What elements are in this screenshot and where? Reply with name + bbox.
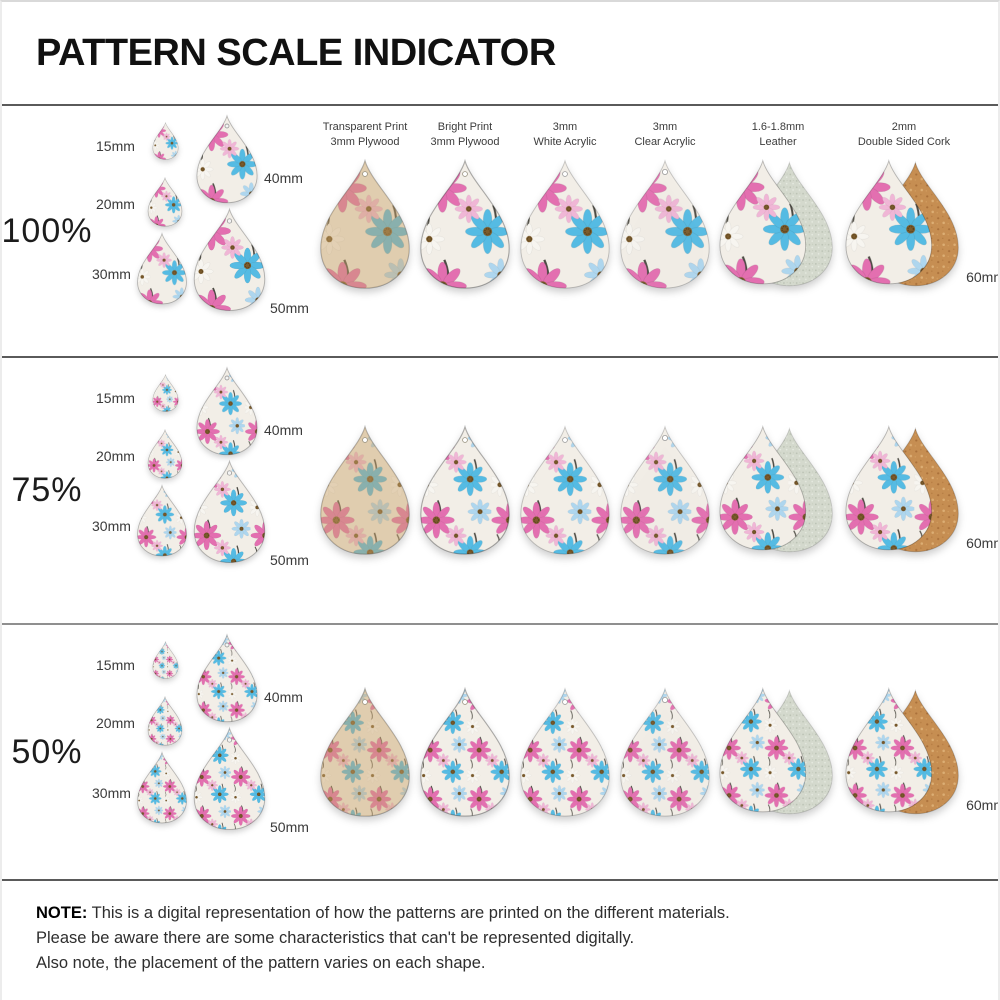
divider-top — [2, 104, 998, 106]
size-label-40mm: 40mm — [264, 422, 303, 438]
size-swatch-50mm — [193, 208, 266, 311]
sample-cork-100 — [845, 159, 959, 286]
page-header: PATTERN SCALE INDICATOR — [2, 2, 998, 104]
size-swatch-15mm — [152, 641, 179, 679]
sample-leather-75 — [719, 426, 833, 553]
sample-leather-100 — [719, 159, 833, 286]
sample-bright-plywood-50 — [420, 687, 510, 817]
size-swatch-40mm — [196, 634, 258, 723]
material-samples-75: 60mm — [317, 358, 998, 623]
material-header-transparent-plywood: Transparent Print 3mm Plywood — [322, 121, 408, 148]
sample-leather-50 — [719, 687, 833, 814]
scale-section-100: 100% 15mm 20mm 30mm 40mm 50mm Transparen… — [2, 106, 998, 356]
sample-transparent-plywood-50 — [320, 687, 410, 817]
size-swatch-15mm — [152, 374, 179, 412]
note-block: NOTE: This is a digital representation o… — [2, 881, 998, 975]
size-examples-100: 15mm 20mm 30mm 40mm 50mm — [92, 106, 317, 356]
size-label-40mm: 40mm — [264, 170, 303, 186]
size-label-50mm: 50mm — [270, 300, 309, 316]
size-swatch-30mm — [137, 485, 187, 557]
divider-2 — [2, 623, 998, 625]
sample-transparent-plywood-75 — [320, 426, 410, 555]
sample-size-label-60mm: 60mm — [966, 268, 998, 285]
material-header-white-acrylic: 3mm White Acrylic — [533, 121, 597, 148]
sample-clear-acrylic-50 — [620, 687, 710, 817]
size-swatch-20mm — [147, 429, 183, 479]
material-headers: Transparent Print 3mm Plywood Bright Prin… — [317, 120, 998, 150]
size-label-20mm: 20mm — [96, 448, 135, 464]
sample-bright-plywood-100 — [420, 159, 510, 289]
material-header-leather: 1.6-1.8mm Leather — [751, 121, 805, 148]
material-header-bright-plywood: Bright Print 3mm Plywood — [430, 121, 500, 148]
samples-row-75: 60mm — [317, 424, 998, 557]
scale-label-100: 100% — [1, 211, 93, 250]
sample-size-label-60mm: 60mm — [966, 535, 998, 551]
sample-cork-50 — [845, 687, 959, 814]
size-swatch-40mm — [196, 115, 258, 204]
size-examples-50: 15mm 20mm 30mm 40mm 50mm — [92, 625, 317, 879]
scale-label-75: 75% — [11, 471, 83, 509]
material-header-clear-acrylic: 3mm Clear Acrylic — [634, 121, 696, 148]
size-swatch-30mm — [137, 233, 187, 305]
material-samples-50: 60mm — [317, 625, 998, 879]
sample-white-acrylic-75 — [520, 426, 610, 555]
size-swatch-30mm — [137, 752, 187, 824]
size-label-30mm: 30mm — [92, 785, 131, 801]
page-title: PATTERN SCALE INDICATOR — [36, 31, 556, 74]
size-swatch-20mm — [147, 696, 183, 746]
note-label: NOTE: — [36, 904, 88, 922]
size-swatch-15mm — [152, 122, 179, 160]
scale-label-50: 50% — [11, 732, 83, 771]
size-label-30mm: 30mm — [92, 266, 131, 282]
size-label-50mm: 50mm — [270, 819, 309, 835]
size-swatch-50mm — [193, 460, 266, 563]
sample-transparent-plywood-100 — [320, 159, 410, 289]
material-samples-100: Transparent Print 3mm Plywood Bright Prin… — [317, 106, 998, 356]
sample-white-acrylic-50 — [520, 687, 610, 817]
sample-white-acrylic-100 — [520, 160, 610, 289]
size-label-30mm: 30mm — [92, 518, 131, 534]
divider-3 — [2, 879, 998, 881]
note-line-2: Please be aware there are some character… — [36, 928, 635, 947]
sample-cork-75 — [845, 426, 959, 553]
sample-clear-acrylic-75 — [620, 426, 710, 555]
samples-row-100: 60mm — [317, 158, 998, 291]
size-label-15mm: 15mm — [96, 390, 135, 406]
note-line-3: Also note, the placement of the pattern … — [36, 953, 486, 972]
size-swatch-20mm — [147, 177, 183, 227]
size-swatch-50mm — [193, 727, 266, 830]
material-header-cork: 2mm Double Sided Cork — [857, 121, 951, 148]
sample-bright-plywood-75 — [420, 426, 510, 555]
size-label-15mm: 15mm — [96, 138, 135, 154]
divider-1 — [2, 356, 998, 358]
size-label-15mm: 15mm — [96, 657, 135, 673]
sample-size-label-60mm: 60mm — [966, 796, 998, 813]
size-label-40mm: 40mm — [264, 689, 303, 705]
size-label-20mm: 20mm — [96, 715, 135, 731]
size-label-50mm: 50mm — [270, 552, 309, 568]
size-examples-75: 15mm 20mm 30mm 40mm 50mm — [92, 358, 317, 623]
sample-clear-acrylic-100 — [620, 160, 710, 289]
size-label-20mm: 20mm — [96, 196, 135, 212]
note-line-1: NOTE: This is a digital representation o… — [36, 904, 730, 922]
scale-section-50: 50% 15mm 20mm 30mm 40mm 50mm 60mm — [2, 625, 998, 879]
size-swatch-40mm — [196, 367, 258, 456]
scale-section-75: 75% 15mm 20mm 30mm 40mm 50mm 60mm — [2, 358, 998, 623]
samples-row-50: 60mm — [317, 686, 998, 819]
